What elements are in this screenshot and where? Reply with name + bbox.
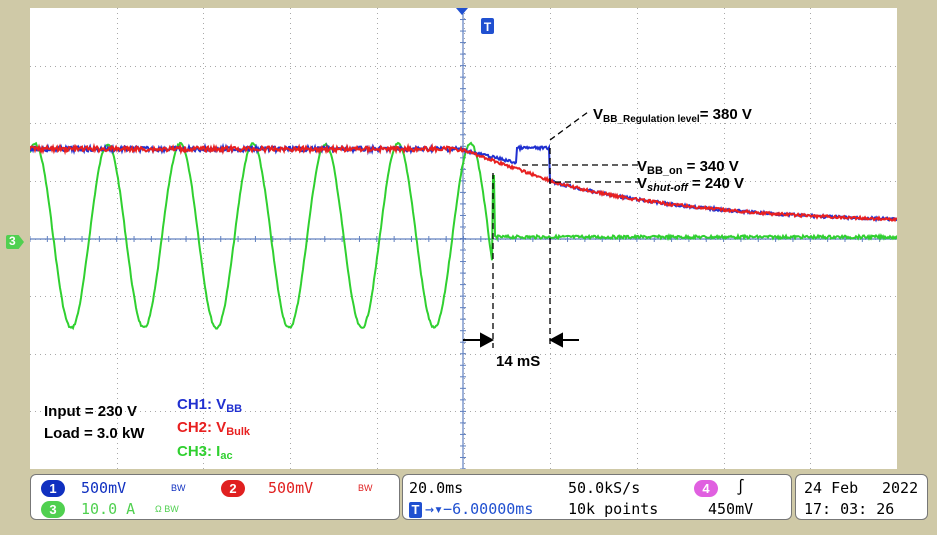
left-arrow-head bbox=[480, 332, 495, 348]
ch3-scale[interactable]: 10.0 A bbox=[81, 500, 136, 518]
ch3-ground-marker-label: 3 bbox=[9, 234, 16, 248]
input-label: Input = 230 V bbox=[44, 403, 137, 420]
regulation-leader bbox=[549, 111, 589, 141]
ch1-legend: CH1: VBB bbox=[177, 396, 242, 415]
trigger-marker-letter: T bbox=[484, 20, 492, 34]
year-value: 2022 bbox=[882, 479, 919, 497]
record-length-value: 10k points bbox=[568, 500, 659, 518]
ch2-scale[interactable]: 500mV bbox=[268, 479, 314, 497]
ch3-ground-marker[interactable]: 3 bbox=[6, 235, 24, 249]
ch3-legend: CH3: Iac bbox=[177, 443, 233, 462]
trigger-position-arrow[interactable] bbox=[456, 8, 468, 15]
load-label: Load = 3.0 kW bbox=[44, 425, 145, 442]
vbb-on-label: VBB_on = 340 V bbox=[637, 158, 739, 177]
ch1-badge[interactable]: 1 bbox=[41, 480, 65, 497]
date-value: 24 Feb bbox=[804, 479, 859, 497]
right-arrow-head bbox=[548, 332, 563, 348]
ch3-badge[interactable]: 3 bbox=[41, 501, 65, 518]
graticule bbox=[29, 7, 897, 470]
duration-label: 14 mS bbox=[496, 353, 540, 370]
time-value: 17: 03: 26 bbox=[804, 500, 895, 518]
regulation-level-label: VBB_Regulation level= 380 V bbox=[593, 106, 752, 125]
annotation-lines bbox=[492, 111, 640, 348]
ch2-badge[interactable]: 2 bbox=[221, 480, 245, 497]
status-bar: 1 500mV BW 2 500mV BW 3 10.0 A Ω BW 20.0… bbox=[30, 472, 937, 524]
channel-settings-panel: 1 500mV BW 2 500mV BW 3 10.0 A Ω BW bbox=[30, 474, 400, 520]
vshutoff-label: Vshut-off = 240 V bbox=[637, 175, 744, 194]
ch1-bw-icon: BW bbox=[171, 483, 186, 493]
trigger-position-value[interactable]: →▾−6.00000ms bbox=[425, 500, 534, 518]
ch2-bw-icon: BW bbox=[358, 483, 373, 493]
ch3-bw-icon: Ω BW bbox=[155, 504, 179, 514]
ch2-legend: CH2: VBulk bbox=[177, 419, 251, 438]
ch1-scale[interactable]: 500mV bbox=[81, 479, 127, 497]
ch3-current-trace bbox=[29, 141, 898, 331]
sample-rate-value: 50.0kS/s bbox=[568, 479, 641, 497]
acquisition-panel: 20.0ms 50.0kS/s 4 ∫ T →▾−6.00000ms 10k p… bbox=[402, 474, 792, 520]
date-time-panel: 24 Feb 2022 17: 03: 26 bbox=[795, 474, 928, 520]
ch2-vbulk-trace bbox=[29, 142, 898, 223]
time-arrows bbox=[463, 332, 579, 348]
ch4-badge[interactable]: 4 bbox=[694, 480, 718, 497]
waveform-plot: VBB_Regulation level= 380 V VBB_on = 340… bbox=[29, 7, 898, 470]
trigger-marker-icon[interactable] bbox=[481, 18, 494, 34]
trigger-level-value[interactable]: 450mV bbox=[708, 500, 754, 518]
timebase-value[interactable]: 20.0ms bbox=[409, 479, 464, 497]
trigger-position-icon[interactable]: T bbox=[409, 502, 422, 518]
trigger-edge-icon[interactable]: ∫ bbox=[736, 478, 746, 496]
waveform-display: VBB_Regulation level= 380 V VBB_on = 340… bbox=[29, 7, 898, 470]
